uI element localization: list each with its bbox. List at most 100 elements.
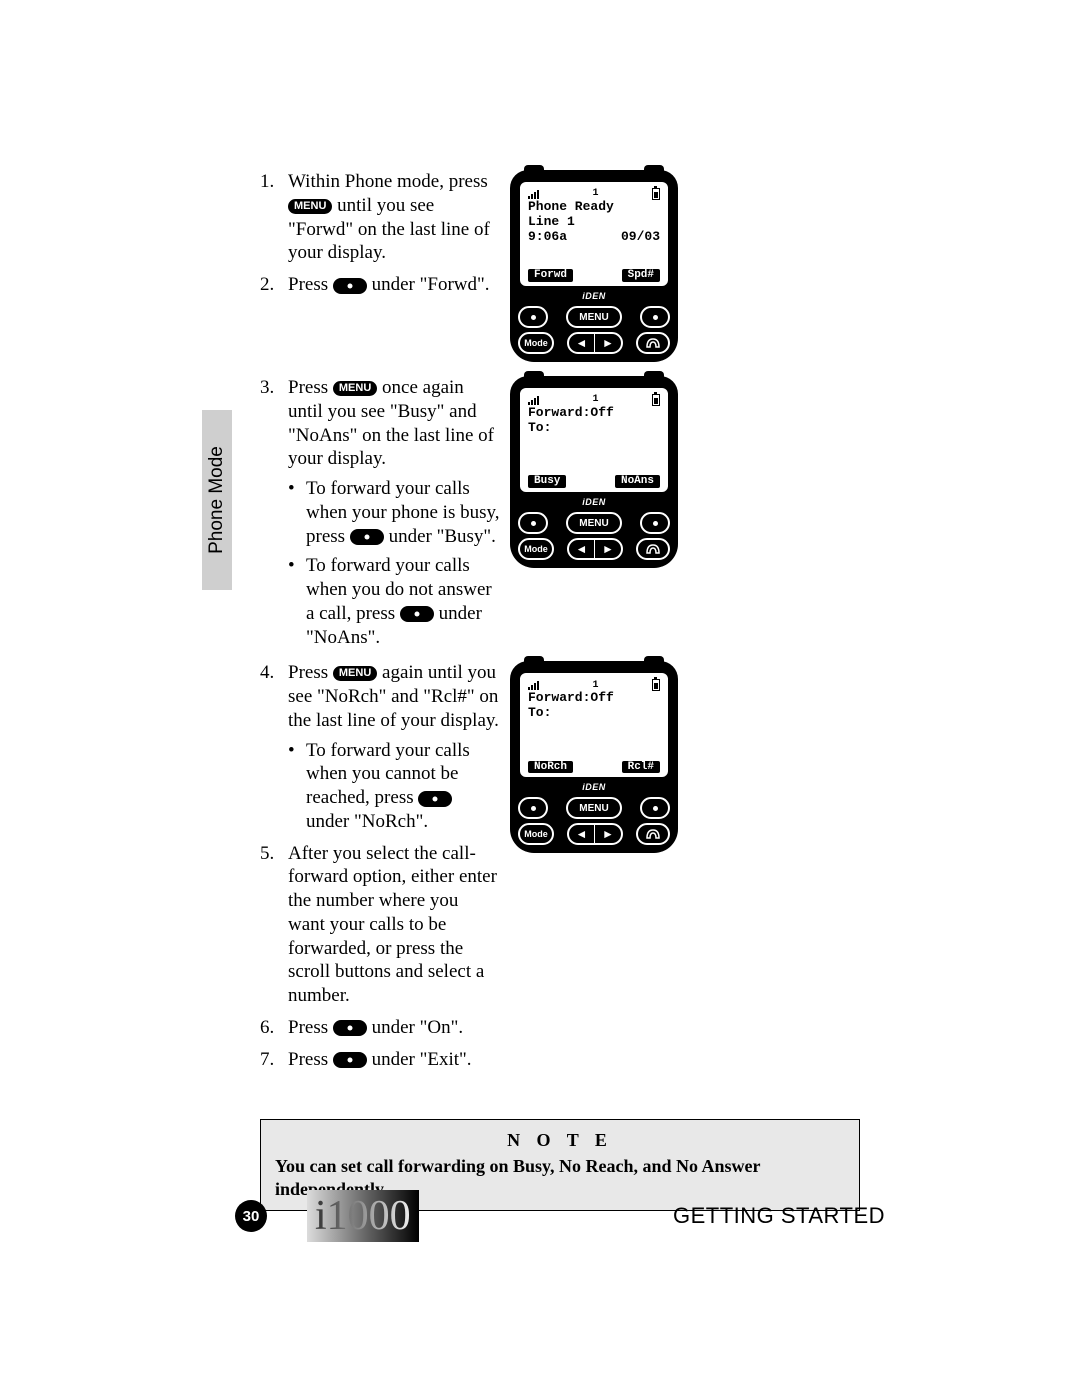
phone-1-line1: Phone Ready	[528, 200, 660, 215]
right-softkey-button	[640, 306, 670, 328]
step-7-text-a: Press	[288, 1049, 333, 1070]
call-button	[636, 538, 670, 560]
phone-col-2: 1 Forward:Off To: Busy NoAns iDEN	[510, 376, 690, 657]
text-col-3: Press MENU again until you see "NoRch" a…	[200, 661, 500, 1079]
softkey-pill-icon	[333, 1052, 367, 1068]
step-3-bullet-1b: under "Busy".	[389, 526, 496, 547]
block-3: Press MENU again until you see "NoRch" a…	[200, 661, 920, 1079]
menu-button: MENU	[566, 306, 622, 328]
mode-button: Mode	[518, 823, 554, 845]
phone-col-3: 1 Forward:Off To: NoRch Rcl# iDEN	[510, 661, 690, 1079]
phone-3-line2: To:	[528, 706, 660, 721]
step-4: Press MENU again until you see "NoRch" a…	[260, 661, 500, 833]
softkey-pill-icon	[333, 1020, 367, 1036]
model-text: i1000	[315, 1193, 411, 1239]
phone-3-keypad: MENU Mode ◄ ►	[518, 797, 670, 845]
phone-1-time: 9:06a	[528, 230, 567, 245]
step-2-text-b: under "Forwd".	[372, 274, 490, 295]
section-name: GETTING STARTED	[673, 1203, 885, 1229]
menu-button: MENU	[566, 797, 622, 819]
page-content: Within Phone mode, press MENU until you …	[200, 170, 920, 1211]
softkey-pill-icon	[333, 278, 367, 294]
battery-icon	[652, 188, 660, 200]
step-3-bullet-2: To forward your calls when you do not an…	[288, 554, 500, 649]
step-7-text-b: under "Exit".	[372, 1049, 472, 1070]
page-number: 30	[235, 1200, 267, 1232]
call-button	[636, 823, 670, 845]
block-1: Within Phone mode, press MENU until you …	[200, 170, 920, 372]
phone-handset-icon	[645, 828, 661, 840]
menu-pill-icon: MENU	[333, 381, 377, 396]
phone-illustration-3: 1 Forward:Off To: NoRch Rcl# iDEN	[510, 661, 678, 853]
signal-icon	[528, 681, 539, 690]
left-arrow-icon: ◄	[569, 334, 595, 352]
step-1-text-a: Within Phone mode, press	[288, 171, 488, 192]
step-3-text-a: Press	[288, 377, 333, 398]
step-4-bullet-1: To forward your calls when you cannot be…	[288, 739, 500, 834]
phone-1-softkey-right: Spd#	[622, 269, 660, 282]
model-badge: i1000	[307, 1190, 419, 1242]
menu-pill-icon: MENU	[288, 199, 332, 214]
signal-icon	[528, 396, 539, 405]
mode-button: Mode	[518, 538, 554, 560]
phone-1-line2: Line 1	[528, 215, 660, 230]
menu-button: MENU	[566, 512, 622, 534]
left-softkey-button	[518, 512, 548, 534]
battery-icon	[652, 394, 660, 406]
step-6-text-b: under "On".	[372, 1017, 464, 1038]
step-4-bullet-1b: under "NoRch".	[306, 811, 428, 832]
phone-1-keypad: MENU Mode ◄ ►	[518, 306, 670, 354]
step-2: Press under "Forwd".	[260, 273, 500, 297]
phone-brand: iDEN	[518, 288, 670, 306]
battery-icon	[652, 679, 660, 691]
step-6-text-a: Press	[288, 1017, 333, 1038]
phone-illustration-2: 1 Forward:Off To: Busy NoAns iDEN	[510, 376, 678, 568]
step-3-bullet-1: To forward your calls when your phone is…	[288, 477, 500, 548]
right-softkey-button	[640, 512, 670, 534]
right-softkey-button	[640, 797, 670, 819]
phone-2-softkey-left: Busy	[528, 475, 566, 488]
step-2-text-a: Press	[288, 274, 333, 295]
right-arrow-icon: ►	[595, 825, 621, 843]
phone-1-date: 09/03	[621, 230, 660, 245]
text-col-1: Within Phone mode, press MENU until you …	[200, 170, 500, 372]
phone-2-line1: Forward:Off	[528, 406, 660, 421]
call-button	[636, 332, 670, 354]
left-arrow-icon: ◄	[569, 825, 595, 843]
step-5-text: After you select the call-forward option…	[288, 843, 497, 1007]
step-7: Press under "Exit".	[260, 1048, 500, 1072]
phone-brand: iDEN	[518, 494, 670, 512]
phone-handset-icon	[645, 337, 661, 349]
softkey-pill-icon	[350, 529, 384, 545]
phone-3-softkey-right: Rcl#	[622, 761, 660, 774]
phone-col-1: 1 Phone Ready Line 1 9:06a 09/03 Forwd S…	[510, 170, 690, 372]
phone-illustration-1: 1 Phone Ready Line 1 9:06a 09/03 Forwd S…	[510, 170, 678, 362]
phone-brand: iDEN	[518, 779, 670, 797]
step-6: Press under "On".	[260, 1016, 500, 1040]
scroll-buttons: ◄ ►	[567, 823, 623, 845]
left-arrow-icon: ◄	[569, 540, 595, 558]
phone-1-softkey-left: Forwd	[528, 269, 573, 282]
scroll-buttons: ◄ ►	[567, 538, 623, 560]
note-title: N O T E	[275, 1130, 845, 1151]
step-1: Within Phone mode, press MENU until you …	[260, 170, 500, 265]
phone-3-line1: Forward:Off	[528, 691, 660, 706]
scroll-buttons: ◄ ►	[567, 332, 623, 354]
phone-3-softkey-left: NoRch	[528, 761, 573, 774]
phone-2-softkey-right: NoAns	[615, 475, 660, 488]
step-4-text-a: Press	[288, 662, 333, 683]
left-softkey-button	[518, 306, 548, 328]
phone-handset-icon	[645, 543, 661, 555]
phone-2-line2: To:	[528, 421, 660, 436]
phone-3-screen: 1 Forward:Off To: NoRch Rcl#	[518, 671, 670, 779]
softkey-pill-icon	[418, 791, 452, 807]
page-footer: 30 i1000 GETTING STARTED	[235, 1190, 885, 1242]
signal-icon	[528, 190, 539, 199]
phone-2-screen: 1 Forward:Off To: Busy NoAns	[518, 386, 670, 494]
phone-2-keypad: MENU Mode ◄ ►	[518, 512, 670, 560]
step-5: After you select the call-forward option…	[260, 842, 500, 1008]
softkey-pill-icon	[400, 606, 434, 622]
step-3: Press MENU once again until you see "Bus…	[260, 376, 500, 649]
block-2: Press MENU once again until you see "Bus…	[200, 376, 920, 657]
text-col-2: Press MENU once again until you see "Bus…	[200, 376, 500, 657]
